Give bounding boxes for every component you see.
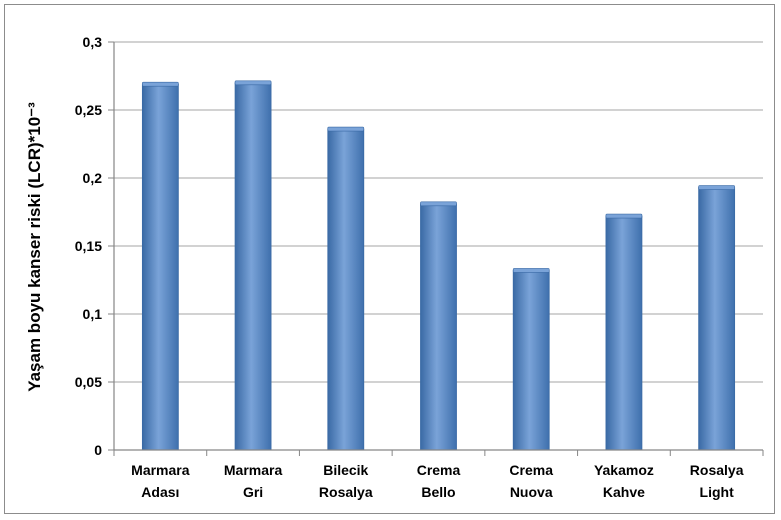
x-tick-label: Nuova <box>510 484 553 500</box>
bar-body <box>141 83 179 451</box>
bar-cap <box>512 268 550 273</box>
bars <box>141 80 736 451</box>
bar <box>327 126 365 451</box>
x-tick-label: Crema <box>417 462 461 478</box>
bar-cap <box>142 81 179 87</box>
y-tick-label: 0,1 <box>83 306 103 322</box>
x-tick-label: Rosalya <box>319 484 373 500</box>
bar-body <box>420 203 457 451</box>
bar-cap <box>234 80 272 86</box>
bar <box>512 268 550 451</box>
x-tick-labels: Marmara Adası Marmara Gri Bilecik Rosalya Crem… <box>131 462 744 500</box>
bar-cap <box>605 213 643 219</box>
chart-frame <box>4 4 775 514</box>
bar-body <box>512 270 550 451</box>
y-tick-label: 0 <box>94 442 102 458</box>
x-tick-label: Crema <box>509 462 553 478</box>
y-tick-label: 0,3 <box>83 34 103 50</box>
y-tick-label: 0,2 <box>83 170 103 186</box>
bar-body <box>698 187 736 451</box>
y-tick-labels: 0 0,05 0,1 0,15 0,2 0,25 0,3 <box>75 34 102 458</box>
bar <box>420 201 457 451</box>
x-tick-label: Adası <box>141 484 179 500</box>
x-tick-label: Rosalya <box>690 462 744 478</box>
bar <box>605 213 643 451</box>
x-tick-label: Bilecik <box>323 462 368 478</box>
bar-cap <box>698 185 735 190</box>
bar-body <box>327 128 365 451</box>
bar <box>698 185 736 451</box>
bar-body <box>605 215 643 451</box>
x-tick-label: Gri <box>243 484 263 500</box>
x-tick-label: Yakamoz <box>594 462 654 478</box>
bar <box>234 80 272 451</box>
bar-cap <box>420 201 457 207</box>
y-tick-label: 0,05 <box>75 374 102 390</box>
bar-body <box>234 82 272 451</box>
bar <box>141 81 179 451</box>
y-axis-label: Yaşam boyu kanser riski (LCR)*10⁻³ <box>25 102 44 392</box>
axes <box>113 42 763 451</box>
x-tick-label: Light <box>700 484 735 500</box>
y-tick-label: 0,25 <box>75 102 102 118</box>
x-tick-label: Marmara <box>131 462 190 478</box>
x-tick-label: Bello <box>421 484 455 500</box>
y-tick-label: 0,15 <box>75 238 102 254</box>
x-tick-label: Marmara <box>224 462 283 478</box>
bar-cap <box>327 126 365 132</box>
x-tick-label: Kahve <box>603 484 645 500</box>
